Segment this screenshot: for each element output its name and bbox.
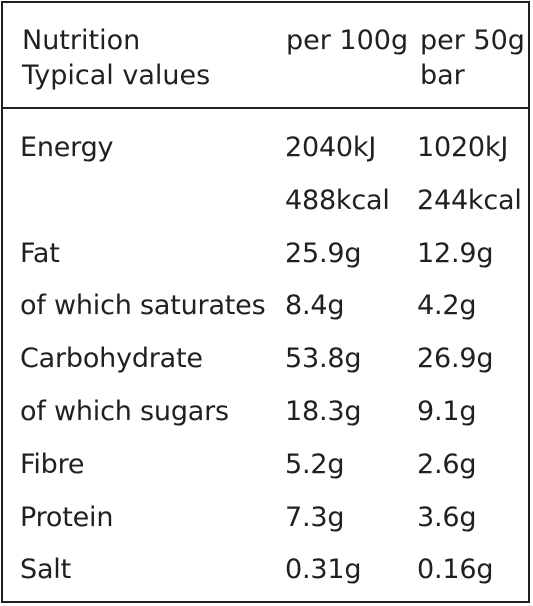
header-subtitle: Typical values	[22, 60, 211, 91]
table-row: Energy 2040kJ 1020kJ	[3, 125, 528, 178]
header-per-bar: per 50g bar	[420, 23, 525, 93]
header-label: Nutrition Typical values	[22, 23, 210, 93]
value-per-bar: 0.16g	[417, 554, 494, 586]
value-per-100g: 53.8g	[285, 343, 362, 375]
value-per-100g: 7.3g	[285, 501, 345, 533]
value-per-bar: 2.6g	[417, 448, 477, 480]
nutrient-label: Salt	[20, 554, 71, 586]
nutrient-label: of which saturates	[20, 290, 266, 322]
value-per-bar: 4.2g	[417, 290, 477, 322]
table-body: Energy 2040kJ 1020kJ 488kcal 244kcal Fat…	[3, 125, 528, 600]
value-per-100g: 18.3g	[285, 395, 362, 427]
nutrient-label: Fat	[20, 237, 60, 269]
header-per-bar-line1: per 50g	[420, 25, 525, 56]
table-row: Fibre 5.2g 2.6g	[3, 442, 528, 495]
nutrient-label: Carbohydrate	[20, 343, 203, 375]
table-row: of which saturates 8.4g 4.2g	[3, 283, 528, 336]
value-per-bar: 244kcal	[417, 184, 522, 216]
value-per-100g: 5.2g	[285, 448, 345, 480]
value-per-100g: 25.9g	[285, 237, 362, 269]
value-per-bar: 9.1g	[417, 395, 477, 427]
table-row: Protein 7.3g 3.6g	[3, 495, 528, 548]
value-per-100g: 8.4g	[285, 290, 345, 322]
header-title: Nutrition	[22, 25, 141, 56]
value-per-bar: 12.9g	[417, 237, 494, 269]
value-per-100g: 0.31g	[285, 554, 362, 586]
value-per-bar: 26.9g	[417, 343, 494, 375]
table-header: Nutrition Typical values per 100g per 50…	[3, 3, 528, 109]
header-per-100g-text: per 100g	[286, 25, 409, 56]
value-per-bar: 1020kJ	[417, 132, 509, 163]
table-row: 488kcal 244kcal	[3, 178, 528, 231]
nutrient-label: Protein	[20, 501, 114, 533]
value-per-100g: 488kcal	[285, 184, 390, 216]
header-per-100g: per 100g	[286, 23, 408, 58]
nutrient-label: Energy	[20, 132, 114, 163]
table-row: Salt 0.31g 0.16g	[3, 547, 528, 600]
table-row: Fat 25.9g 12.9g	[3, 231, 528, 284]
value-per-bar: 3.6g	[417, 501, 477, 533]
table-row: Carbohydrate 53.8g 26.9g	[3, 336, 528, 389]
nutrient-label: of which sugars	[20, 395, 229, 427]
header-per-bar-line2: bar	[420, 60, 465, 91]
nutrient-label: Fibre	[20, 448, 85, 480]
table-row: of which sugars 18.3g 9.1g	[3, 389, 528, 442]
value-per-100g: 2040kJ	[285, 132, 377, 163]
